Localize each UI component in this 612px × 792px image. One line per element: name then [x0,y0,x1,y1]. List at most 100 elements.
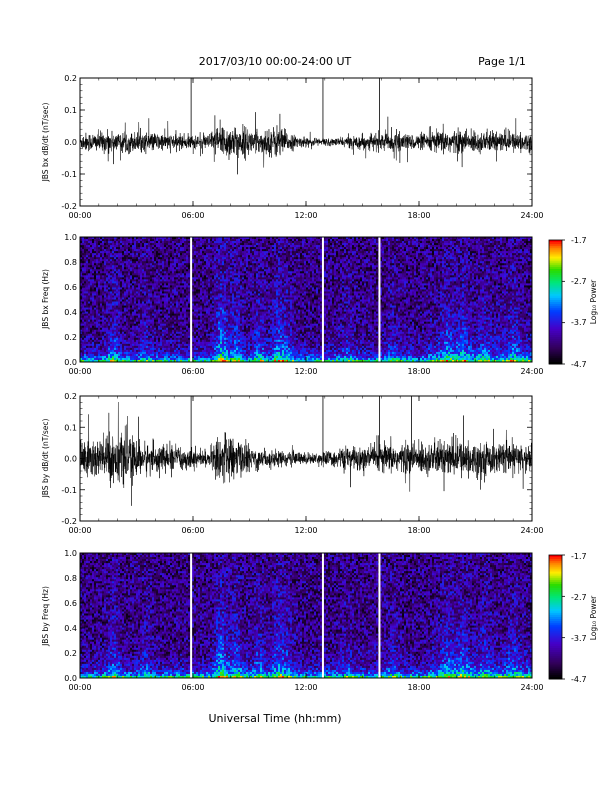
spectrogram-cell [84,303,87,306]
spectrogram-cell [134,293,137,296]
spectrogram-cell [118,321,121,325]
spectrogram-cell [154,299,157,302]
spectrogram-cell [86,339,89,343]
spectrogram-cell [82,359,85,363]
spectrogram-cell [100,287,103,290]
spectrogram-cell [134,287,137,290]
spectrogram-cell [110,283,113,286]
spectrogram-cell [104,359,107,363]
spectrogram-cell [112,333,115,337]
spectrogram-cell [104,247,107,250]
spectrogram-cell [156,297,159,300]
spectrogram-cell [150,251,153,254]
spectrogram-cell [98,355,101,359]
x-tick-label: 24:00 [520,211,543,220]
spectrogram-cell [144,347,147,351]
spectrogram-cell [162,291,165,294]
spectrogram-cell [132,339,135,343]
spectrogram-cell [156,347,159,351]
spectrogram-cell [86,277,89,280]
spectrogram-cell [148,319,151,323]
spectrogram-cell [114,247,117,250]
spectrogram-cell [118,239,121,242]
spectrogram-cell [146,245,149,248]
spectrogram-cell [156,285,159,288]
spectrogram-cell [154,343,157,347]
spectrogram-cell [130,245,133,248]
spectrogram-cell [108,263,111,266]
spectrogram-cell [112,353,115,357]
spectrogram-cell [84,275,87,278]
spectrogram-cell [122,303,125,306]
spectrogram-cell [98,341,101,345]
spectrogram-cell [160,301,163,304]
spectrogram-cell [156,339,159,343]
spectrogram-cell [114,241,117,244]
spectrogram-cell [138,257,141,260]
spectrogram-cell [80,317,83,321]
spectrogram-cell [158,277,161,280]
spectrogram-cell [88,249,91,252]
spectrogram-cell [98,249,101,252]
spectrogram-cell [114,331,117,335]
spectrogram-cell [134,339,137,343]
spectrogram-cell [96,263,99,266]
spectrogram-cell [160,333,163,337]
spectrogram-cell [126,317,129,321]
spectrogram-cell [134,359,137,363]
spectrogram-cell [148,325,151,329]
spectrogram-cell [108,253,111,256]
spectrogram-cell [160,299,163,302]
spectrogram-cell [136,317,139,321]
spectrogram-cell [88,355,91,359]
spectrogram-cell [146,323,149,327]
spectrogram-cell [98,327,101,331]
spectrogram-cell [144,319,147,323]
spectrogram-cell [160,329,163,333]
spectrogram-cell [142,291,145,294]
spectrogram-cell [156,255,159,258]
spectrogram-cell [98,243,101,246]
spectrogram-cell [156,275,159,278]
spectrogram-cell [160,319,163,323]
spectrogram-cell [160,315,163,319]
spectrogram-cell [108,275,111,278]
spectrogram-cell [148,327,151,331]
spectrogram-cell [104,249,107,252]
spectrogram-cell [100,339,103,343]
spectrogram-cell [102,319,105,323]
spectrogram-cell [120,341,123,345]
spectrogram-cell [110,257,113,260]
spectrogram-cell [136,301,139,304]
spectrogram-cell [90,319,93,323]
spectrogram-cell [124,301,127,304]
spectrogram-cell [92,237,95,240]
spectrogram-cell [152,265,155,268]
spectrogram-cell [114,307,117,310]
spectrogram-cell [134,297,137,300]
spectrogram-cell [96,325,99,329]
spectrogram-cell [134,245,137,248]
spectrogram-cell [118,303,121,306]
spectrogram-cell [152,269,155,272]
spectrogram-cell [84,329,87,333]
spectrogram-cell [132,325,135,329]
spectrogram-cell [114,329,117,333]
spectrogram-cell [124,335,127,339]
spectrogram-cell [122,281,125,284]
spectrogram-cell [92,255,95,258]
spectrogram-cell [136,353,139,357]
spectrogram-cell [134,317,137,321]
spectrogram-cell [130,303,133,306]
spectrogram-cell [158,353,161,357]
spectrogram-cell [136,283,139,286]
spectrogram-cell [140,277,143,280]
spectrogram-cell [82,333,85,337]
spectrogram-cell [158,357,161,361]
spectrogram-cell [148,255,151,258]
spectrogram-cell [90,329,93,333]
spectrogram-cell [84,355,87,359]
spectrogram-cell [100,251,103,254]
spectrogram-cell [104,255,107,258]
spectrogram-cell [130,241,133,244]
